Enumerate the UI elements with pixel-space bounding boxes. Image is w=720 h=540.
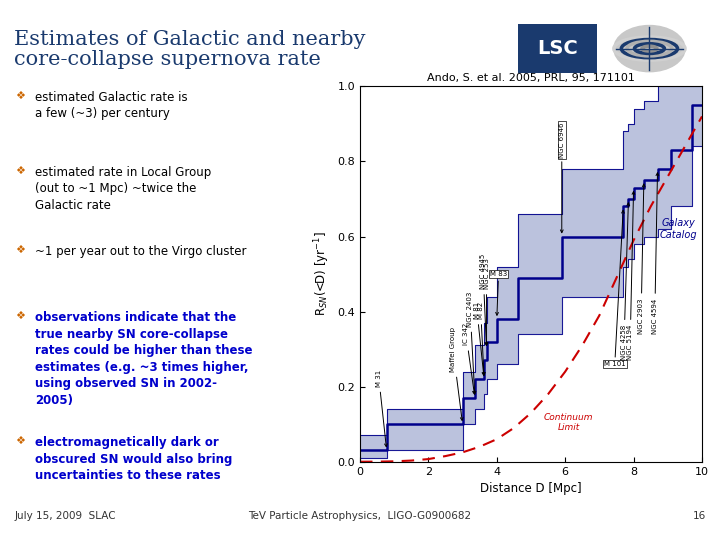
Text: estimated rate in Local Group
(out to ~1 Mpc) ~twice the
Galactic rate: estimated rate in Local Group (out to ~1… — [35, 166, 212, 212]
Text: electromagnetically dark or
obscured SN would also bring
uncertainties to these : electromagnetically dark or obscured SN … — [35, 436, 233, 482]
Text: Maffei Group: Maffei Group — [450, 327, 463, 420]
Text: NGC 4594: NGC 4594 — [652, 173, 659, 334]
Text: M 83: M 83 — [490, 271, 507, 315]
Text: ❖: ❖ — [16, 245, 25, 255]
Y-axis label: R$_{SN}$(<D) [yr$^{-1}$]: R$_{SN}$(<D) [yr$^{-1}$] — [312, 232, 332, 316]
Text: ❖: ❖ — [16, 91, 25, 101]
Text: ❖: ❖ — [16, 166, 25, 176]
X-axis label: Distance D [Mpc]: Distance D [Mpc] — [480, 482, 582, 495]
Circle shape — [614, 25, 685, 72]
Text: IC 342: IC 342 — [463, 323, 475, 394]
FancyBboxPatch shape — [518, 24, 597, 73]
Text: TeV Particle Astrophysics,  LIGO-G0900682: TeV Particle Astrophysics, LIGO-G0900682 — [248, 511, 472, 521]
Text: ~1 per year out to the Virgo cluster: ~1 per year out to the Virgo cluster — [35, 245, 247, 258]
Text: LSC: LSC — [537, 39, 578, 58]
Text: NGC 6946: NGC 6946 — [559, 122, 564, 233]
Text: NGC 2903: NGC 2903 — [638, 184, 645, 334]
Text: July 15, 2009  SLAC: July 15, 2009 SLAC — [14, 511, 116, 521]
Text: M 101: M 101 — [604, 211, 626, 367]
Text: NGC 253: NGC 253 — [484, 258, 490, 345]
Text: core-collapse supernova rate: core-collapse supernova rate — [14, 50, 321, 69]
Text: estimated Galactic rate is
a few (~3) per century: estimated Galactic rate is a few (~3) pe… — [35, 91, 188, 120]
Text: M 81: M 81 — [474, 302, 485, 375]
Text: ❖: ❖ — [16, 312, 25, 321]
Text: NGC 5194: NGC 5194 — [627, 192, 635, 360]
Text: M 31: M 31 — [376, 369, 387, 447]
Text: 16: 16 — [693, 511, 706, 521]
Text: observations indicate that the
true nearby SN core-collapse
rates could be highe: observations indicate that the true near… — [35, 312, 253, 407]
Text: NGC 4945: NGC 4945 — [480, 254, 487, 345]
Text: ❖: ❖ — [16, 436, 25, 446]
Text: Continuum
Limit: Continuum Limit — [544, 413, 593, 432]
Text: NGC 4258: NGC 4258 — [621, 203, 630, 360]
Text: NGC 2403: NGC 2403 — [467, 291, 476, 394]
Title: Ando, S. et al. 2005, PRL, 95, 171101: Ando, S. et al. 2005, PRL, 95, 171101 — [427, 73, 635, 83]
Text: Galaxy
Catalog: Galaxy Catalog — [660, 218, 697, 240]
Text: Estimates of Galactic and nearby: Estimates of Galactic and nearby — [14, 30, 366, 49]
Text: M 82: M 82 — [478, 302, 485, 375]
